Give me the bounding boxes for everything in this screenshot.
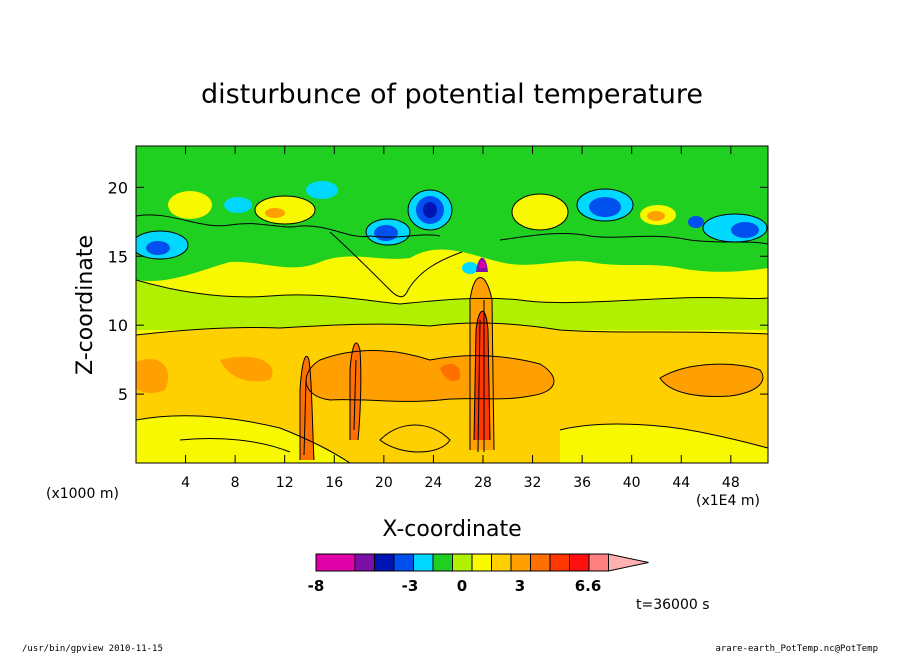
x-tick-label: 12 xyxy=(276,475,294,491)
colorbar-swatch xyxy=(491,553,512,572)
field-cell-yellow-c xyxy=(512,194,568,230)
contour-line-21 xyxy=(329,231,463,298)
x-tick-label: 8 xyxy=(231,475,240,491)
colorbar-tick-label: -8 xyxy=(308,577,325,595)
contour-line-18 xyxy=(365,218,411,246)
colorbar-swatch xyxy=(510,553,531,572)
x-tick-label: 28 xyxy=(474,475,492,491)
x-tick-label: 4 xyxy=(181,475,190,491)
colorbar-swatch xyxy=(432,553,453,572)
contour-line-16 xyxy=(576,188,634,222)
plot-frame xyxy=(135,145,769,464)
x-tick-label: 40 xyxy=(623,475,641,491)
chart-title: disturbunce of potential temperature xyxy=(201,79,703,110)
contour-line-13 xyxy=(303,300,485,456)
contour-line-7 xyxy=(305,350,555,402)
y-tick-label: 10 xyxy=(108,316,128,335)
contour-line-11 xyxy=(469,277,495,451)
contour-line-15 xyxy=(407,189,453,231)
x-axis: 4 8 12 16 20 24 28 32 36 40 44 48 xyxy=(181,146,740,491)
x-unit-right: (x1E4 m) xyxy=(696,493,760,509)
field-cell-navy-d xyxy=(423,202,437,218)
contour-field xyxy=(136,146,768,463)
x-tick-label: 44 xyxy=(672,475,690,491)
contour-line-3 xyxy=(136,415,351,463)
colorbar-swatch xyxy=(413,553,434,572)
x-tick-label: 36 xyxy=(573,475,591,491)
x-tick-label: 20 xyxy=(375,475,393,491)
colorbar-swatch xyxy=(471,553,492,572)
colorbar-swatch xyxy=(354,553,375,572)
field-cell-blue-g xyxy=(731,222,759,238)
contour-line-14 xyxy=(136,230,189,260)
field-cell-cyan-e xyxy=(462,262,478,274)
x-tick-label: 32 xyxy=(524,475,542,491)
field-cell-orange-b xyxy=(265,208,285,218)
y-tick-label: 20 xyxy=(108,178,128,197)
contour-lines xyxy=(136,188,768,463)
y-tick-label: 15 xyxy=(108,247,128,266)
contour-line-5 xyxy=(136,214,441,238)
colorbar xyxy=(315,553,649,572)
contour-line-9 xyxy=(299,355,315,461)
colorbar-swatch xyxy=(452,553,473,572)
field-band-yellow-lower xyxy=(136,280,768,330)
footer-left: /usr/bin/gpview 2010-11-15 xyxy=(22,644,163,654)
field-cell-yellow-a xyxy=(168,191,212,219)
y-tick-label: 5 xyxy=(118,385,128,404)
contour-line-4 xyxy=(559,423,768,449)
field-cell-cyan-a xyxy=(224,197,252,213)
x-axis-label: X-coordinate xyxy=(382,517,521,542)
field-cell-blue-f xyxy=(589,197,621,217)
x-tick-label: 16 xyxy=(325,475,343,491)
y-axis-label: Z-coordinate xyxy=(73,235,98,375)
colorbar-swatch xyxy=(315,553,356,572)
colorbar-swatch xyxy=(569,553,590,572)
colorbar-tick-label: 6.6 xyxy=(575,577,602,595)
colorbar-swatch xyxy=(374,553,395,572)
field-band-green-edge xyxy=(136,216,768,281)
colorbar-tick-label: -3 xyxy=(402,577,419,595)
colorbar-swatch xyxy=(393,553,414,572)
contour-line-10 xyxy=(349,342,362,441)
contour-line-8 xyxy=(659,363,764,397)
contour-line-17 xyxy=(702,213,768,243)
colorbar-swatch xyxy=(588,553,609,572)
contour-line-19 xyxy=(254,195,316,225)
colorbar-tick-label: 0 xyxy=(457,577,467,595)
field-cell-blue-h xyxy=(688,216,704,228)
x-tick-label: 48 xyxy=(722,475,740,491)
field-cell-cyan-b xyxy=(306,181,338,199)
contour-line-2 xyxy=(136,322,768,336)
colorbar-swatch xyxy=(549,553,570,572)
colorbar-arrow xyxy=(608,553,649,572)
field-column-c-core xyxy=(474,311,490,440)
footer-right: arare-earth_PotTemp.nc@PotTemp xyxy=(715,644,878,654)
x-unit-left: (x1000 m) xyxy=(46,486,119,502)
colorbar-swatch xyxy=(530,553,551,572)
field-column-c-tip xyxy=(479,260,486,268)
colorbar-tick-label: 3 xyxy=(515,577,525,595)
contour-line-12 xyxy=(473,310,491,441)
field-band-deep-core xyxy=(440,363,461,382)
contour-line-1 xyxy=(136,279,768,305)
contour-line-20 xyxy=(511,193,569,231)
y-axis: 5 10 15 20 xyxy=(108,178,768,404)
contour-line-23 xyxy=(179,438,291,453)
x-tick-label: 24 xyxy=(424,475,442,491)
field-cell-blue-left xyxy=(146,241,170,255)
field-band-lower-yellow xyxy=(136,415,768,463)
field-cell-blue-c xyxy=(374,225,398,241)
time-annotation: t=36000 s xyxy=(636,597,710,613)
colorbar-labels: -8 -3 0 3 6.6 xyxy=(308,577,602,595)
contour-line-22 xyxy=(379,424,451,453)
field-cell-orange-d xyxy=(647,211,665,221)
